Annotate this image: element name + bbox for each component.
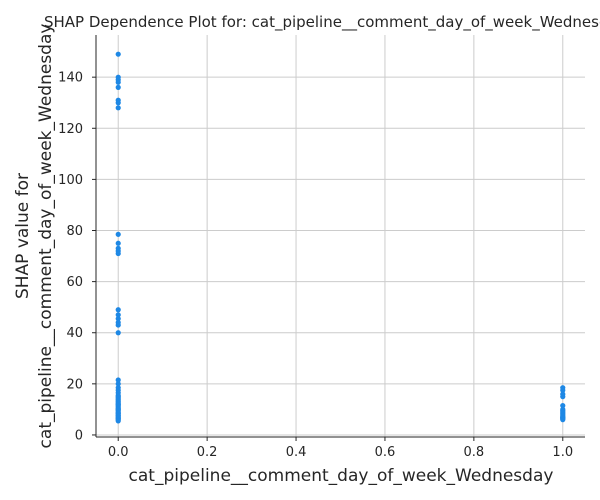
y-tick-label: 100 [58, 173, 83, 188]
x-tick-label: 0.0 [108, 445, 129, 460]
y-axis-label-line-1: SHAP value for [13, 173, 33, 299]
y-tick-label: 80 [66, 224, 83, 239]
data-point [115, 231, 121, 237]
data-point [560, 402, 566, 409]
data-point [115, 105, 121, 111]
x-tick-label: 0.2 [197, 445, 218, 460]
data-point [115, 322, 121, 328]
y-tick-label: 140 [58, 71, 83, 86]
data-point [115, 381, 121, 387]
data-point [115, 330, 121, 336]
data-point [115, 250, 121, 257]
grid-lines [96, 35, 585, 437]
data-point [115, 240, 121, 246]
y-axis-label-line-2: cat_pipeline__comment_day_of_week_Wednes… [36, 24, 56, 449]
x-tick-label: 0.4 [286, 445, 307, 460]
data-point [115, 413, 121, 419]
y-tick-label: 60 [66, 275, 83, 290]
data-point [115, 84, 121, 90]
scatter-points [115, 51, 566, 424]
y-tick-label: 40 [66, 326, 83, 341]
tick-labels: 0.0 0.2 0.4 0.6 0.8 1.0 0 20 40 60 80 100 120 140 [58, 71, 573, 460]
x-tick-label: 0.6 [375, 445, 396, 460]
y-tick-label: 0 [75, 428, 83, 443]
data-point [115, 79, 121, 85]
axes [92, 35, 585, 441]
data-point [115, 100, 121, 106]
data-point [560, 387, 566, 393]
data-point [560, 417, 566, 423]
data-point [115, 316, 121, 322]
data-point [115, 51, 121, 57]
data-point [115, 312, 121, 318]
data-point [115, 418, 121, 424]
x-tick-label: 1.0 [552, 445, 573, 460]
y-tick-label: 120 [58, 122, 83, 137]
y-tick-label: 20 [66, 377, 83, 392]
chart-title: SHAP Dependence Plot for: cat_pipeline__… [44, 13, 600, 32]
x-tick-label: 0.8 [464, 445, 485, 460]
data-point [115, 401, 121, 407]
data-point [560, 394, 566, 400]
data-point [115, 377, 121, 383]
data-point [115, 307, 121, 313]
x-axis-label: cat_pipeline__comment_day_of_week_Wednes… [129, 466, 554, 486]
data-point [115, 406, 121, 412]
